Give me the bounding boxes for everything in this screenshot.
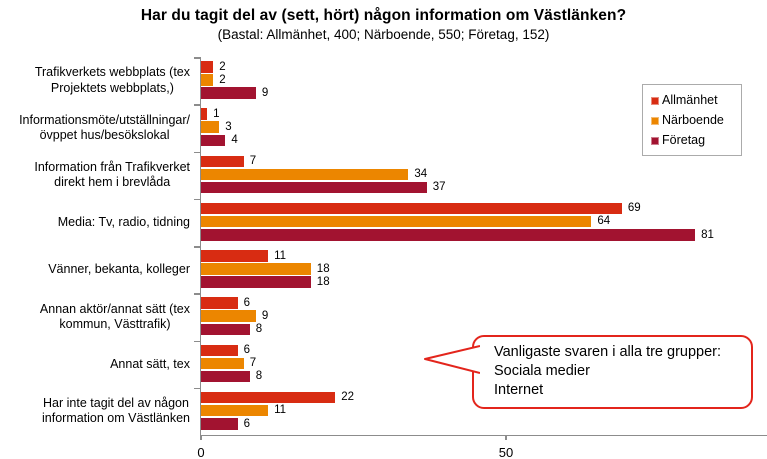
category-label: Har inte tagit del av någon information … [42, 396, 190, 426]
bar [201, 357, 244, 370]
bar [201, 391, 336, 404]
bar [201, 74, 214, 86]
bar-value-label: 11 [274, 249, 287, 262]
bar-value-label: 4 [231, 134, 238, 147]
bar-value-label: 8 [255, 370, 263, 383]
bar-value-label: 18 [316, 275, 330, 288]
bar-value-label: 9 [261, 86, 269, 99]
bar-value-label: 34 [414, 168, 428, 181]
callout-line: Internet [494, 382, 544, 399]
bar [201, 61, 214, 73]
callout-tail-icon [424, 345, 480, 374]
bar-value-label: 6 [243, 344, 250, 356]
bar [201, 168, 409, 181]
bar [201, 263, 311, 275]
bar [201, 310, 256, 322]
bar [201, 323, 250, 336]
bar-value-label: 22 [341, 391, 354, 404]
bar-value-label: 9 [261, 309, 269, 322]
category-label: Media: Tv, radio, tidning [57, 214, 190, 229]
legend-swatch-allmanhet-icon [651, 96, 659, 105]
legend-swatch-foretag-icon [651, 136, 659, 145]
bar [201, 155, 244, 167]
x-axis-tick [200, 435, 202, 440]
bar [201, 121, 220, 133]
bar [201, 370, 250, 383]
y-axis-tick [194, 151, 201, 153]
legend: Allmänhet Närboende Företag [642, 84, 742, 156]
bar-value-label: 2 [219, 60, 226, 73]
chart-subtitle: (Bastal: Allmänhet, 400; Närboende, 550;… [217, 27, 550, 42]
bar-value-label: 1 [213, 107, 220, 120]
bar [201, 134, 226, 147]
legend-label: Allmänhet [662, 93, 718, 107]
bar [201, 108, 208, 120]
legend-swatch-narboende-icon [651, 116, 659, 125]
bar-value-label: 81 [701, 228, 714, 241]
bar [201, 344, 238, 356]
x-axis-tick-label: 0 [197, 445, 205, 459]
bar [201, 276, 311, 288]
bar [201, 297, 238, 309]
category-label: Trafikverkets webbplats (tex Projektets … [34, 65, 190, 95]
y-axis-tick [194, 246, 201, 248]
legend-item-narboende: Närboende [651, 114, 735, 127]
y-axis-tick [194, 198, 201, 201]
bar-value-label: 8 [255, 323, 263, 336]
bar-value-label: 69 [627, 202, 641, 215]
y-axis-tick [194, 104, 201, 106]
plot-area: 2 2 9 1 3 4 7 34 37 69 64 81 11 18 18 6 9 8 6 7 8 22 11 6 0 50 [194, 57, 767, 459]
category-label: Annat sätt, tex [110, 356, 190, 371]
bar-value-label: 18 [316, 262, 330, 275]
bar [201, 202, 622, 215]
bar-value-label: 37 [432, 181, 446, 194]
category-label: Annan aktör/annat sätt (tex kommun, Väst… [39, 301, 190, 331]
legend-label: Företag [662, 133, 706, 147]
y-axis-tick [194, 293, 201, 295]
category-labels-layer: Trafikverkets webbplats (tex Projektets … [0, 57, 193, 435]
callout-line: Vanligaste svaren i alla tre grupper: [494, 344, 722, 360]
category-label: Information från Trafikverket direkt hem… [34, 159, 190, 190]
bar-value-label: 64 [597, 215, 611, 228]
bar [201, 229, 696, 241]
bar [201, 87, 256, 99]
bar-value-label: 6 [243, 296, 250, 309]
bar-value-label: 6 [243, 417, 250, 430]
bar [201, 418, 238, 430]
bar-value-label: 2 [219, 73, 226, 86]
y-axis-tick [194, 57, 201, 59]
bar-value-label: 7 [249, 357, 257, 370]
x-axis-tick-label: 50 [498, 445, 514, 459]
category-label: Informationsmöte/utställningar/ övppet h… [19, 112, 190, 142]
callout-bubble: Vanligaste svaren i alla tre grupper: So… [472, 335, 753, 410]
bar [201, 250, 269, 262]
legend-item-allmanhet: Allmänhet [651, 94, 735, 107]
legend-item-foretag: Företag [651, 134, 735, 147]
bar [201, 215, 592, 228]
y-axis-tick [194, 387, 201, 390]
bar [201, 404, 269, 417]
legend-label: Närboende [662, 113, 724, 127]
chart-title: Har du tagit del av (sett, hört) någon i… [140, 7, 627, 24]
callout-line: Sociala medier [494, 363, 590, 380]
bar-value-label: 3 [225, 120, 232, 133]
category-label: Vänner, bekanta, kolleger [48, 262, 190, 276]
bar [201, 181, 427, 194]
x-axis-tick [505, 435, 507, 440]
bar-value-label: 11 [274, 404, 287, 417]
y-axis-tick [194, 340, 201, 342]
bar-value-label: 7 [249, 155, 257, 167]
